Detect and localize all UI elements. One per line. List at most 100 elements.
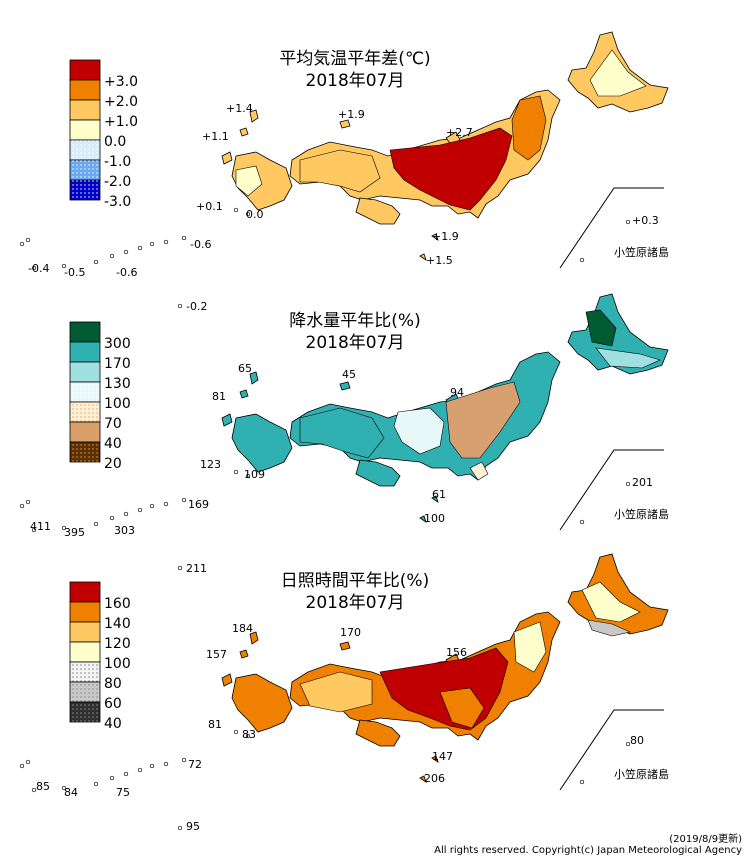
station-value: 81 [212,390,226,403]
region-izu [431,233,439,241]
copyright-text: All rights reserved. Copyright(c) Japan … [434,845,742,856]
station-value: -0.5 [64,266,85,279]
island-marker [579,257,585,263]
station-value: +1.5 [426,254,453,267]
station-value: 206 [424,772,445,785]
island-marker [233,469,239,475]
station-value: -0.4 [28,262,49,275]
station-value: 65 [238,362,252,375]
island-marker [109,515,115,521]
legend-hatch [70,682,100,702]
station-value: 95 [186,820,200,833]
region-iki [239,127,249,137]
island-marker [25,237,31,243]
region-iki [239,389,249,399]
legend-hatch [70,662,100,682]
station-value: 170 [340,626,361,639]
legend-label: 60 [104,696,122,712]
legend-hatch [70,160,100,180]
anomaly-zone [595,347,661,369]
anomaly-zone [585,309,617,347]
station-value: 45 [342,368,356,381]
legend-hatch [70,422,100,442]
station-value: -0.2 [186,300,207,313]
legend-label: 100 [104,656,131,672]
station-value: 201 [632,476,653,489]
legend-label: 170 [104,356,131,372]
island-marker [93,781,99,787]
island-marker [19,503,25,509]
island-marker [61,785,67,791]
station-value: 123 [200,458,221,471]
island-marker [181,235,187,241]
region-goto [221,673,233,687]
station-value: +1.1 [202,130,229,143]
legend-swatch [69,79,101,101]
anomaly-zone [299,149,381,193]
map-panel-precip: 降水量平年比(%)2018年07月 300 170 130 100 70 40 20 小笠原諸島… [19,293,669,571]
station-value: 94 [450,386,464,399]
legend-hatch [70,402,100,422]
station-value: 157 [206,648,227,661]
region-izu2 [419,515,427,523]
legend-hatch [70,140,100,160]
region-tsushima [249,109,259,123]
region-hokkaido [567,553,669,635]
region-goto [221,413,233,427]
legend-swatch [69,341,101,363]
island-marker [233,729,239,735]
legend-swatch [69,641,101,663]
ogasawara-label: 小笠原諸島 [614,507,669,521]
legend-swatch [69,581,101,603]
island-marker [25,499,31,505]
legend-swatch [69,621,101,643]
legend-label: 140 [104,616,131,632]
legend-label: -2.0 [104,174,131,190]
legend-label: 40 [104,716,122,732]
region-kyushu [231,673,293,733]
region-tsushima [249,631,259,645]
ogasawara-label: 小笠原諸島 [614,245,669,259]
legend: 300 170 130 100 70 40 20 [69,321,131,472]
region-oki [339,119,351,129]
island-marker [109,253,115,259]
island-marker [163,501,169,507]
station-value: 156 [446,646,467,659]
island-marker [19,763,25,769]
station-value: +0.3 [632,214,659,227]
panel-title: 日照時間平年比(%) [281,571,429,591]
inset-border [559,449,664,531]
region-goto [221,151,233,165]
update-date: (2019/8/9更新) [669,834,742,845]
island-marker [137,245,143,251]
legend: +3.0 +2.0 +1.0 0.0 -1.0 -2.0 -3.0 [69,59,138,210]
station-value: 184 [232,622,253,635]
region-izu [431,495,439,503]
anomaly-zone [235,165,263,197]
region-oki [339,381,351,391]
island-marker [137,507,143,513]
island-marker [61,525,67,531]
anomaly-zone [445,381,521,459]
island-marker [625,741,631,747]
station-value: +1.4 [226,102,253,115]
station-value: +1.9 [432,230,459,243]
legend-label: 100 [104,396,131,412]
region-shikoku [355,719,401,747]
anomaly-zone [393,407,445,455]
station-value: 100 [424,512,445,525]
island-marker [579,779,585,785]
region-tsushima [249,371,259,385]
anomaly-zone [513,621,547,673]
anomaly-zone [299,407,385,459]
anomaly-zone [439,687,485,729]
station-value: 0.0 [246,208,264,221]
legend-label: 70 [104,416,122,432]
station-value: 61 [432,488,446,501]
station-value: 80 [630,734,644,747]
panel-subtitle: 2018年07月 [306,593,405,613]
panel-subtitle: 2018年07月 [306,71,405,91]
japan-map: 小笠原諸島 [19,293,669,571]
legend-swatch [69,119,101,141]
